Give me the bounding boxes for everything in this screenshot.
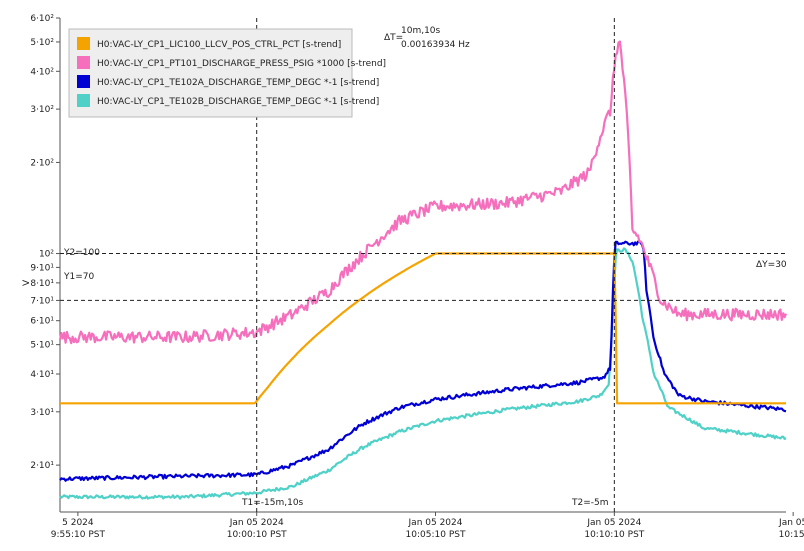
- x-tick-date-label: Jan 05 2024: [586, 518, 641, 528]
- x-tick-time-label: 10:00:10 PST: [227, 530, 287, 540]
- y-tick-label: 6·10¹: [30, 317, 54, 327]
- y2-cursor-label: Y2=100: [63, 248, 100, 258]
- legend-swatch-1[interactable]: [77, 56, 90, 69]
- y-tick-label: 3·10²: [30, 105, 54, 115]
- cursor-layer: [60, 18, 786, 512]
- x-tick-time-label: 10:05:10 PST: [406, 530, 466, 540]
- y-tick-label: 5·10²: [30, 38, 54, 48]
- x-tick-date-label: Jan 05 2024: [229, 518, 284, 528]
- y-tick-label: 4·10¹: [30, 370, 54, 380]
- legend-swatch-2[interactable]: [77, 75, 90, 88]
- legend-label-0: H0:VAC-LY_CP1_LIC100_LLCV_POS_CTRL_PCT […: [97, 40, 341, 50]
- legend[interactable]: H0:VAC-LY_CP1_LIC100_LLCV_POS_CTRL_PCT […: [68, 28, 386, 118]
- t2-cursor-label: T2=-5m: [571, 498, 609, 508]
- y-tick-label: 8·10¹: [30, 279, 54, 289]
- y1-cursor-label: Y1=70: [63, 272, 94, 282]
- series-line-1: [58, 40, 788, 345]
- delta-t-value: 10m,10s: [401, 26, 441, 36]
- y-axis-label: V: [22, 279, 32, 286]
- x-tick-time-label: 10:15:: [779, 530, 804, 540]
- series-line-0: [60, 252, 786, 405]
- y-tick-label: 3·10¹: [30, 408, 54, 418]
- series-layer: [58, 40, 788, 500]
- y-tick-label: 6·10²: [30, 14, 54, 24]
- legend-box: [68, 28, 353, 118]
- legend-label-3: H0:VAC-LY_CP1_TE102B_DISCHARGE_TEMP_DEGC…: [97, 97, 379, 107]
- delta-t-label: ΔT=: [384, 33, 403, 43]
- y-tick-label: 2·10¹: [30, 461, 54, 471]
- delta-t-frequency: 0.00163934 Hz: [401, 40, 470, 50]
- y-tick-label: 7·10¹: [30, 296, 54, 306]
- legend-swatch-0[interactable]: [77, 37, 90, 50]
- y-tick-label: 2·10²: [30, 158, 54, 168]
- x-tick-time-label: 10:10:10 PST: [584, 530, 644, 540]
- legend-swatch-3[interactable]: [77, 94, 90, 107]
- legend-label-1: H0:VAC-LY_CP1_PT101_DISCHARGE_PRESS_PSIG…: [97, 59, 386, 69]
- x-tick-date-label: 5 2024: [62, 518, 94, 528]
- series-line-3: [59, 247, 787, 500]
- x-tick-date-label: Jan 05: [778, 518, 804, 528]
- t1-cursor-label: T1=-15m,10s: [241, 498, 304, 508]
- y-tick-label: 10²: [39, 250, 54, 260]
- y-tick-label: 5·10¹: [30, 341, 54, 351]
- y-tick-label: 9·10¹: [30, 263, 54, 273]
- cursor-annotations: ΔT= 10m,10s 0.00163934 Hz Y2=100 Y1=70 Δ…: [63, 26, 787, 508]
- axes: 2·10¹ 3·10¹ 4·10¹ 5·10¹ 6·10¹ 7·10¹ 8·10¹ 9·10¹…: [22, 14, 804, 540]
- x-tick-time-label: 9:55:10 PST: [51, 530, 106, 540]
- series-line-2: [59, 240, 787, 482]
- y-tick-label: 4·10²: [30, 67, 54, 77]
- legend-label-2: H0:VAC-LY_CP1_TE102A_DISCHARGE_TEMP_DEGC…: [97, 78, 379, 88]
- delta-y-label: ΔY=30: [756, 260, 787, 270]
- x-tick-date-label: Jan 05 2024: [408, 518, 463, 528]
